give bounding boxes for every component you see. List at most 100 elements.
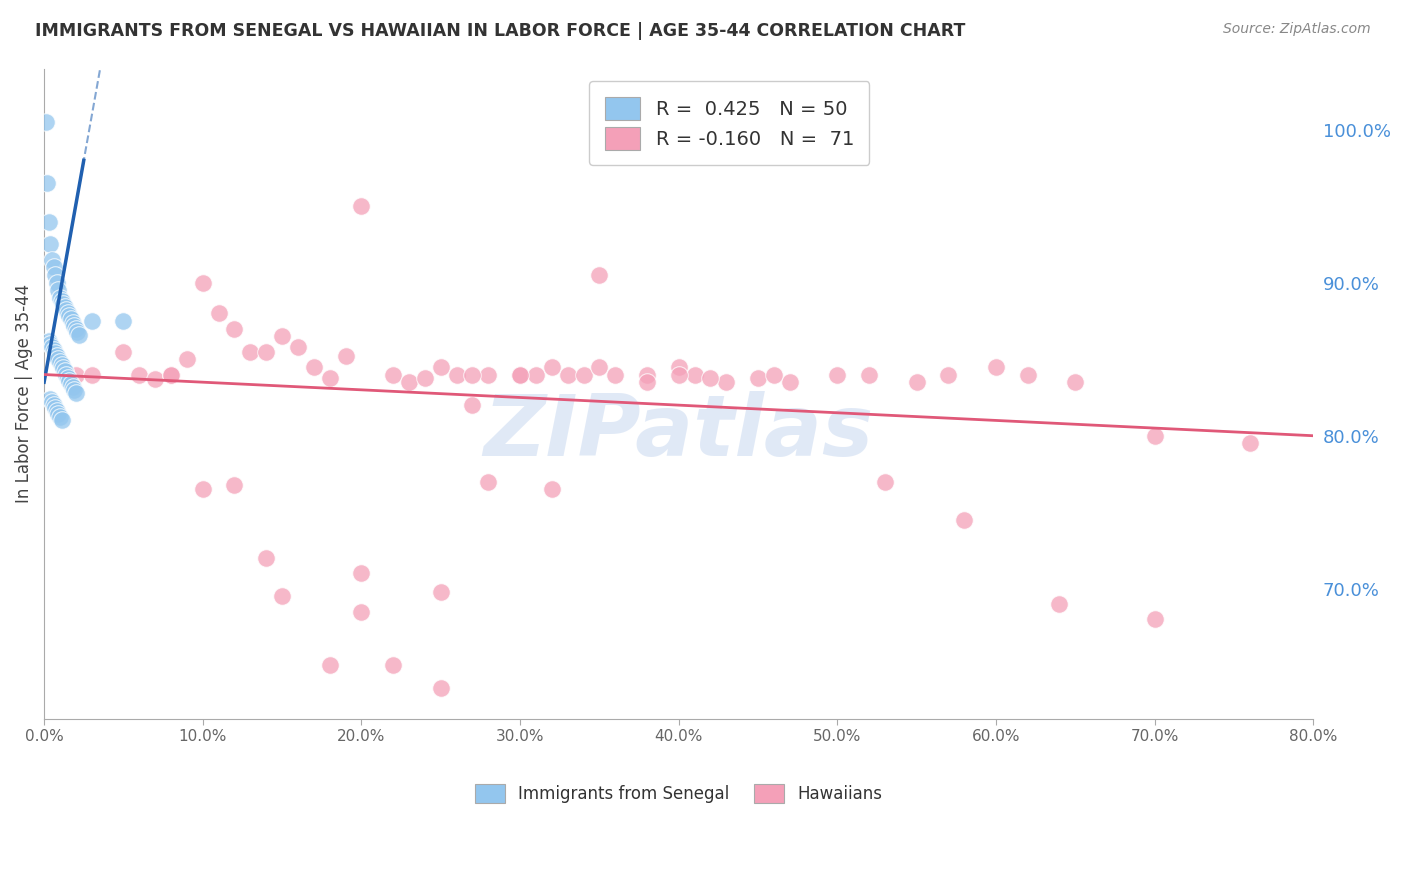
Point	[42, 398, 65, 412]
Point	[56, 306, 79, 320]
Point	[461, 398, 484, 412]
Point	[429, 584, 451, 599]
Point	[762, 368, 785, 382]
Text: ZIPatlas: ZIPatlas	[484, 392, 873, 475]
Point	[572, 368, 595, 382]
Point	[1239, 436, 1261, 450]
Point	[1064, 375, 1087, 389]
Point	[48, 352, 70, 367]
Point	[953, 513, 976, 527]
Point	[779, 375, 801, 389]
Point	[55, 368, 77, 382]
Point	[65, 368, 87, 382]
Point	[60, 312, 83, 326]
Point	[143, 372, 166, 386]
Point	[683, 368, 706, 382]
Point	[668, 368, 690, 382]
Point	[49, 410, 72, 425]
Point	[318, 658, 340, 673]
Point	[60, 376, 83, 391]
Point	[39, 392, 62, 406]
Point	[176, 352, 198, 367]
Point	[191, 483, 214, 497]
Point	[39, 237, 62, 252]
Point	[41, 340, 63, 354]
Point	[55, 303, 77, 318]
Point	[51, 294, 73, 309]
Point	[350, 199, 373, 213]
Point	[48, 407, 70, 421]
Point	[254, 344, 277, 359]
Point	[45, 349, 67, 363]
Point	[52, 297, 75, 311]
Point	[699, 370, 721, 384]
Point	[429, 359, 451, 374]
Point	[53, 364, 76, 378]
Point	[239, 344, 262, 359]
Point	[636, 375, 658, 389]
Point	[254, 551, 277, 566]
Point	[45, 404, 67, 418]
Point	[56, 370, 79, 384]
Point	[873, 475, 896, 489]
Point	[160, 368, 183, 382]
Point	[63, 383, 86, 397]
Point	[382, 658, 405, 673]
Point	[1017, 368, 1039, 382]
Point	[540, 483, 562, 497]
Point	[557, 368, 579, 382]
Point	[524, 368, 547, 382]
Point	[350, 566, 373, 581]
Point	[39, 337, 62, 351]
Point	[41, 252, 63, 267]
Point	[51, 359, 73, 373]
Point	[41, 395, 63, 409]
Point	[605, 368, 627, 382]
Point	[45, 276, 67, 290]
Point	[80, 314, 103, 328]
Point	[335, 349, 357, 363]
Point	[509, 368, 531, 382]
Point	[540, 359, 562, 374]
Point	[413, 370, 436, 384]
Point	[509, 368, 531, 382]
Point	[429, 681, 451, 696]
Point	[128, 368, 150, 382]
Point	[35, 115, 58, 129]
Point	[62, 380, 84, 394]
Point	[398, 375, 420, 389]
Point	[271, 590, 294, 604]
Point	[382, 368, 405, 382]
Point	[477, 475, 499, 489]
Point	[747, 370, 769, 384]
Point	[716, 375, 738, 389]
Point	[65, 385, 87, 400]
Point	[49, 291, 72, 305]
Point	[160, 368, 183, 382]
Point	[37, 176, 59, 190]
Point	[1143, 612, 1166, 626]
Point	[588, 268, 610, 282]
Point	[224, 321, 246, 335]
Y-axis label: In Labor Force | Age 35-44: In Labor Force | Age 35-44	[15, 284, 32, 503]
Point	[52, 361, 75, 376]
Point	[51, 413, 73, 427]
Point	[67, 327, 90, 342]
Point	[318, 370, 340, 384]
Point	[1049, 597, 1071, 611]
Point	[38, 334, 60, 348]
Point	[53, 300, 76, 314]
Point	[191, 276, 214, 290]
Point	[905, 375, 928, 389]
Point	[58, 310, 80, 324]
Point	[588, 359, 610, 374]
Point	[302, 359, 325, 374]
Text: Source: ZipAtlas.com: Source: ZipAtlas.com	[1223, 22, 1371, 37]
Point	[44, 401, 66, 416]
Point	[271, 329, 294, 343]
Point	[38, 214, 60, 228]
Point	[80, 368, 103, 382]
Point	[477, 368, 499, 382]
Point	[858, 368, 880, 382]
Point	[112, 344, 135, 359]
